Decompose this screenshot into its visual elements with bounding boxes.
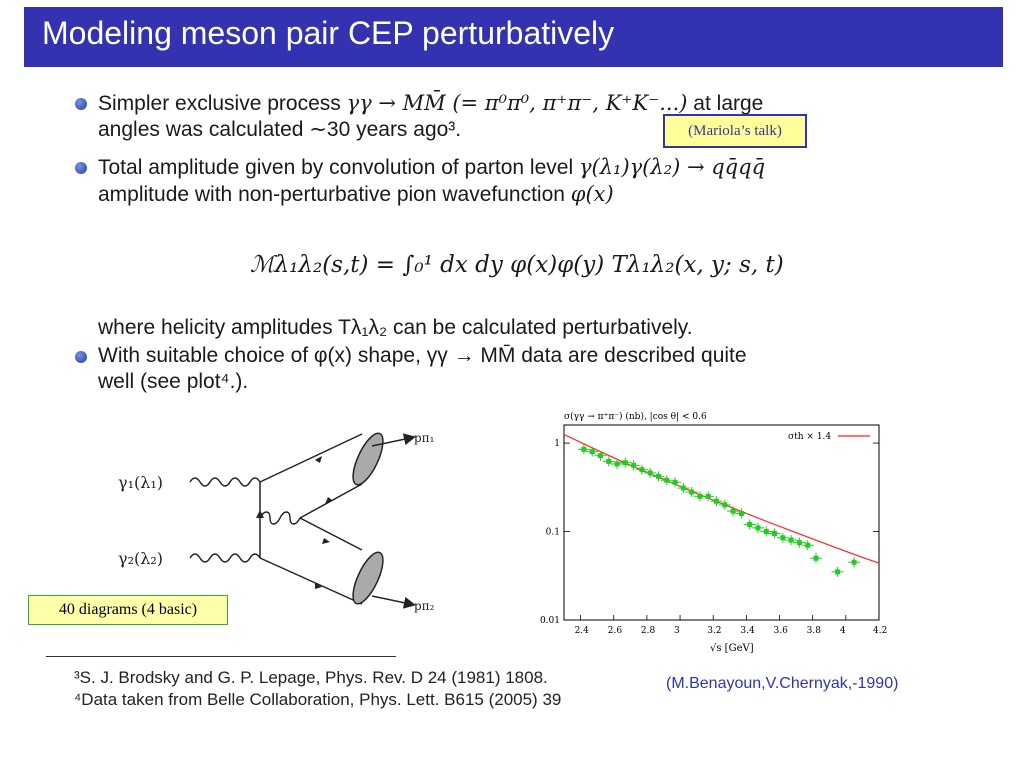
title-bar: Modeling meson pair CEP perturbatively (24, 7, 1003, 67)
x-tick-label: 2.8 (641, 626, 656, 636)
slide-title: Modeling meson pair CEP perturbatively (42, 15, 615, 51)
y-tick-label: 0.01 (540, 616, 560, 626)
cross-section-chart: σ(γγ → π⁺π⁻) (nb), |cos θ| < 0.6 2.4 2.6 2… (540, 411, 887, 654)
data-point (705, 493, 711, 499)
data-point (835, 569, 841, 575)
chart-title: σ(γγ → π⁺π⁻) (nb), |cos θ| < 0.6 (564, 411, 707, 422)
data-point (851, 559, 857, 565)
x-tick-label: 4 (840, 626, 846, 636)
footnote-rule (46, 656, 396, 657)
data-point (738, 510, 744, 516)
data-point (796, 540, 802, 546)
bullet-1: Simpler exclusive process γγ → MM̄ (= π⁰… (98, 91, 764, 141)
citation: (M.Benayoun,V.Chernyak,-1990) (666, 675, 899, 692)
data-point (581, 446, 587, 452)
data-point (747, 522, 753, 528)
plot-frame (563, 424, 880, 621)
quark-line-bottom (259, 557, 363, 605)
data-point (788, 537, 794, 543)
photon1-line (189, 477, 261, 487)
data-point (672, 479, 678, 485)
helicity-line: where helicity amplitudes Tλ₁λ₂ can be c… (98, 316, 693, 339)
data-point (606, 458, 612, 464)
p1-label: pπ₁ (414, 431, 434, 445)
data-point (689, 489, 695, 495)
data-point (647, 470, 653, 476)
bullet-1-math: γγ → MM̄ (= π⁰π⁰, π⁺π⁻, K⁺K⁻...) (346, 91, 688, 115)
data-point (664, 477, 670, 483)
data-point (813, 555, 819, 561)
x-tick-label: 4.2 (873, 626, 887, 636)
data-point (614, 461, 620, 467)
x-tick-label: 2.6 (608, 626, 623, 636)
x-tick-label: 3.8 (807, 626, 822, 636)
data-point (680, 485, 686, 491)
photon2-line (189, 553, 261, 563)
amplitude-formula: ℳλ₁λ₂(s,t) = ∫₀¹ dx dy φ(x)φ(y) Tλ₁λ₂(x,… (250, 252, 784, 278)
data-point (772, 531, 778, 537)
p2-label: pπ₂ (414, 599, 435, 613)
bullet-2: Total amplitude given by convolution of … (98, 155, 766, 206)
wavefunction-math: φ(x) (570, 182, 614, 206)
data-point (597, 453, 603, 459)
data-point (780, 535, 786, 541)
y-tick-label: 1 (554, 439, 560, 449)
theory-curve (563, 433, 880, 564)
footnote-4: ⁴Data taken from Belle Collaboration, Ph… (74, 690, 562, 709)
x-axis-label: √s [GeV] (710, 643, 754, 654)
data-point (730, 508, 736, 514)
footnote-3: ³S. J. Brodsky and G. P. Lepage, Phys. R… (74, 668, 548, 687)
gluon-line (259, 511, 301, 525)
pion1-blob (352, 432, 384, 486)
feynman-diagram: γ₁(λ₁) γ₂(λ₂) pπ₁ pπ₂ (118, 431, 435, 613)
quark-line-top (259, 433, 363, 483)
bullet-2-math: γ(λ₁)γ(λ₂) → qq̄qq̄ (578, 155, 766, 179)
data-point (714, 498, 720, 504)
legend-label: σth × 1.4 (788, 432, 831, 442)
data-point (622, 460, 628, 466)
diagrams-note: 40 diagrams (4 basic) (28, 595, 228, 625)
x-tick-label: 2.4 (575, 626, 590, 636)
bullet-dot-icon (75, 351, 87, 363)
mariola-talk-note: (Mariola’s talk) (663, 114, 807, 148)
bullet-3: With suitable choice of φ(x) shape, γγ →… (98, 344, 747, 393)
data-point (631, 462, 637, 468)
x-tick-label: 3 (674, 626, 680, 636)
data-point (656, 473, 661, 479)
x-tick-label: 3.6 (774, 626, 789, 636)
data-point (722, 502, 728, 508)
data-point (589, 449, 595, 455)
data-point (639, 467, 645, 473)
gamma1-label: γ₁(λ₁) (118, 473, 163, 492)
x-tick-label: 3.2 (707, 626, 721, 636)
data-point (755, 525, 761, 531)
gamma2-label: γ₂(λ₂) (118, 549, 163, 568)
data-point (763, 529, 769, 535)
data-point (805, 542, 811, 548)
bullet-dot-icon (75, 162, 87, 174)
quark-line-mid2 (299, 517, 363, 551)
pion2-blob (352, 551, 384, 605)
y-tick-label: 0.1 (546, 528, 560, 538)
data-point (697, 493, 703, 499)
bullet-dot-icon (75, 98, 87, 110)
x-tick-label: 3.4 (740, 626, 755, 636)
quark-line-mid (299, 483, 363, 519)
